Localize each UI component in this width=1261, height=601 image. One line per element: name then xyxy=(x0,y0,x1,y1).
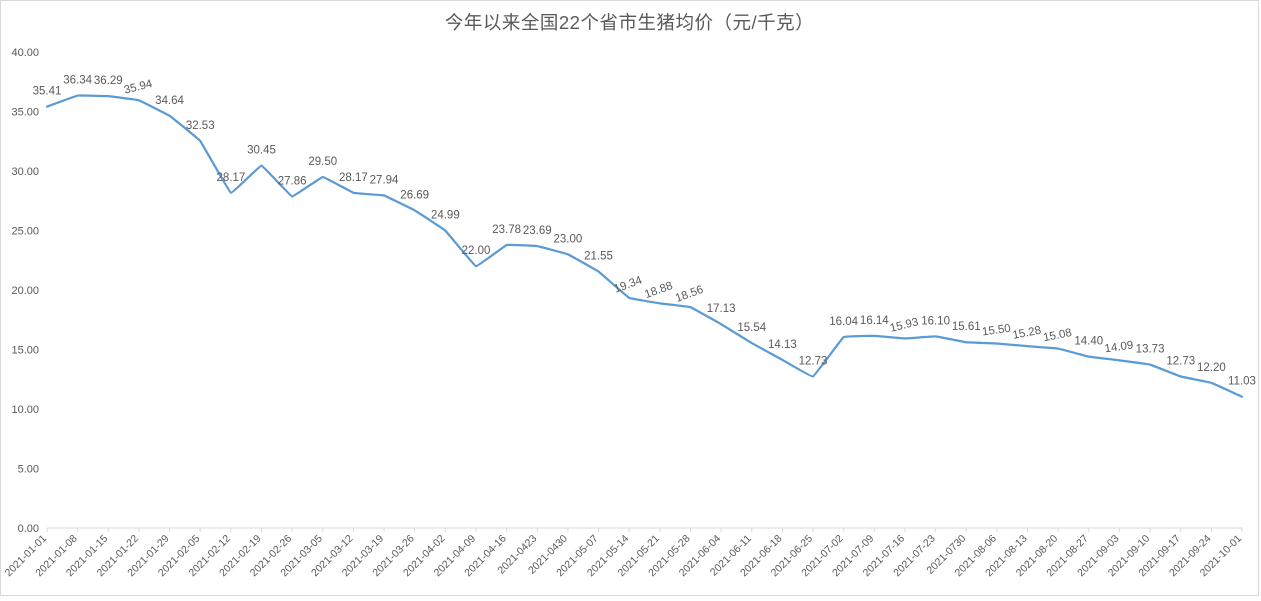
svg-text:11.03: 11.03 xyxy=(1228,376,1256,388)
svg-text:27.86: 27.86 xyxy=(278,175,307,187)
svg-text:23.78: 23.78 xyxy=(492,224,521,236)
svg-text:35.94: 35.94 xyxy=(123,78,154,97)
svg-text:15.28: 15.28 xyxy=(1012,325,1043,342)
svg-text:15.50: 15.50 xyxy=(981,323,1011,339)
svg-text:14.09: 14.09 xyxy=(1104,339,1134,355)
svg-text:10.00: 10.00 xyxy=(11,404,39,416)
svg-text:15.08: 15.08 xyxy=(1042,327,1073,344)
svg-text:23.00: 23.00 xyxy=(554,233,583,245)
svg-text:23.69: 23.69 xyxy=(523,225,552,237)
svg-text:28.17: 28.17 xyxy=(339,172,368,184)
svg-text:5.00: 5.00 xyxy=(18,464,39,476)
svg-text:14.40: 14.40 xyxy=(1074,336,1103,348)
svg-text:18.88: 18.88 xyxy=(643,280,674,301)
svg-text:16.04: 16.04 xyxy=(829,316,858,328)
svg-text:32.53: 32.53 xyxy=(186,120,215,132)
svg-text:16.10: 16.10 xyxy=(921,315,950,327)
svg-text:15.00: 15.00 xyxy=(11,345,39,357)
svg-text:21.55: 21.55 xyxy=(584,251,613,263)
svg-text:30.00: 30.00 xyxy=(11,166,39,178)
svg-text:26.69: 26.69 xyxy=(400,189,429,201)
svg-text:12.73: 12.73 xyxy=(799,356,828,368)
svg-text:30.45: 30.45 xyxy=(247,145,276,157)
svg-text:0.00: 0.00 xyxy=(18,523,39,535)
svg-text:28.17: 28.17 xyxy=(216,172,245,184)
svg-text:15.54: 15.54 xyxy=(737,322,766,334)
svg-text:17.13: 17.13 xyxy=(707,303,736,315)
svg-text:18.56: 18.56 xyxy=(674,284,705,305)
svg-text:14.13: 14.13 xyxy=(768,339,797,351)
svg-text:15.93: 15.93 xyxy=(889,316,920,335)
svg-text:12.73: 12.73 xyxy=(1166,356,1195,368)
svg-text:29.50: 29.50 xyxy=(308,156,337,168)
svg-text:27.94: 27.94 xyxy=(370,175,399,187)
svg-text:19.34: 19.34 xyxy=(613,274,645,295)
svg-text:15.61: 15.61 xyxy=(952,321,981,333)
svg-text:35.41: 35.41 xyxy=(33,86,62,98)
svg-text:22.00: 22.00 xyxy=(462,245,491,257)
svg-text:40.00: 40.00 xyxy=(11,47,39,59)
svg-text:20.00: 20.00 xyxy=(11,285,39,297)
svg-text:35.00: 35.00 xyxy=(11,107,39,119)
svg-text:25.00: 25.00 xyxy=(11,226,39,238)
svg-text:36.34: 36.34 xyxy=(63,75,92,87)
svg-text:16.14: 16.14 xyxy=(860,315,889,327)
svg-text:36.29: 36.29 xyxy=(94,75,123,87)
svg-text:34.64: 34.64 xyxy=(155,95,184,107)
svg-text:13.73: 13.73 xyxy=(1136,344,1165,356)
svg-text:12.20: 12.20 xyxy=(1197,362,1226,374)
svg-text:24.99: 24.99 xyxy=(431,210,460,222)
